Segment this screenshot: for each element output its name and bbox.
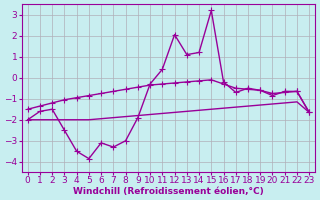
X-axis label: Windchill (Refroidissement éolien,°C): Windchill (Refroidissement éolien,°C) — [73, 187, 264, 196]
